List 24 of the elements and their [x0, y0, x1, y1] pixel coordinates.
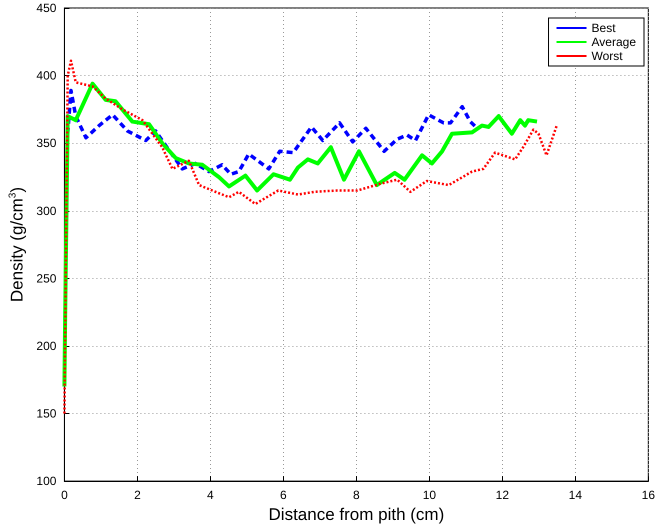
y-tick-label: 150	[36, 406, 57, 421]
x-tick-label: 0	[61, 488, 68, 502]
y-tick-label: 300	[36, 204, 57, 218]
x-tick-label: 4	[207, 488, 214, 502]
x-tick-label: 12	[496, 488, 510, 502]
y-tick-label: 450	[36, 1, 57, 15]
x-tick-label: 2	[134, 488, 142, 502]
y-tick-label: 350	[36, 136, 57, 150]
y-tick-label: 200	[36, 338, 57, 353]
y-axis-title: Density (g/cm3)	[8, 186, 26, 302]
x-tick-label: 14	[568, 488, 582, 502]
y-tick-label: 250	[36, 271, 57, 286]
x-tick-label: 16	[642, 488, 656, 502]
x-axis-title: Distance from pith (cm)	[268, 505, 444, 524]
legend-label: Average	[592, 35, 636, 49]
y-tick-label: 400	[36, 68, 57, 83]
x-tick-label: 6	[280, 488, 288, 502]
line-series	[66, 88, 479, 176]
x-tick-label: 8	[353, 488, 360, 502]
legend-label: Worst	[592, 49, 624, 63]
legend-label: Best	[592, 21, 616, 35]
y-tick-label: 100	[36, 474, 57, 488]
x-tick-label: 10	[422, 488, 436, 502]
line-series	[63, 59, 558, 415]
